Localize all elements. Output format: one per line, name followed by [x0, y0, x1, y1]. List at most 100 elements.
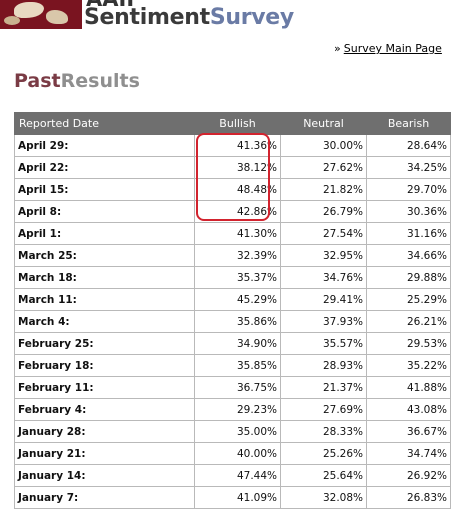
- logo-shape: [46, 10, 68, 24]
- neutral-cell: 27.62%: [280, 156, 367, 179]
- neutral-cell: 21.82%: [280, 178, 367, 201]
- neutral-cell: 28.93%: [280, 354, 367, 377]
- table-row: March 11: 45.29% 29.41% 25.29%: [14, 288, 451, 311]
- page-title: PastResults: [14, 70, 140, 92]
- column-header-neutral: Neutral: [280, 112, 367, 135]
- bearish-cell: 35.22%: [366, 354, 451, 377]
- table-row: February 25: 34.90% 35.57% 29.53%: [14, 332, 451, 355]
- neutral-cell: 21.37%: [280, 376, 367, 399]
- date-cell: March 4:: [14, 310, 195, 333]
- date-cell: February 4:: [14, 398, 195, 421]
- table-header-row: Reported Date Bullish Neutral Bearish: [14, 112, 451, 135]
- table-row: March 4: 35.86% 37.93% 26.21%: [14, 310, 451, 333]
- bearish-cell: 43.08%: [366, 398, 451, 421]
- bullish-cell: 35.85%: [194, 354, 281, 377]
- neutral-cell: 34.76%: [280, 266, 367, 289]
- bearish-cell: 28.64%: [366, 134, 451, 157]
- table-row: April 22: 38.12% 27.62% 34.25%: [14, 156, 451, 179]
- bullish-cell: 47.44%: [194, 464, 281, 487]
- bullish-cell: 35.00%: [194, 420, 281, 443]
- brand-title: SentimentSurvey: [84, 6, 294, 30]
- page-title-part2: Results: [60, 70, 140, 92]
- date-cell: March 25:: [14, 244, 195, 267]
- bearish-cell: 34.74%: [366, 442, 451, 465]
- bearish-cell: 26.21%: [366, 310, 451, 333]
- neutral-cell: 32.08%: [280, 486, 367, 509]
- date-cell: February 18:: [14, 354, 195, 377]
- double-chevron-right-icon: »: [334, 42, 341, 55]
- table-row: February 11: 36.75% 21.37% 41.88%: [14, 376, 451, 399]
- table-row: January 14: 47.44% 25.64% 26.92%: [14, 464, 451, 487]
- date-cell: January 21:: [14, 442, 195, 465]
- date-cell: February 25:: [14, 332, 195, 355]
- bearish-cell: 29.88%: [366, 266, 451, 289]
- bearish-cell: 36.67%: [366, 420, 451, 443]
- neutral-cell: 32.95%: [280, 244, 367, 267]
- bullish-cell: 36.75%: [194, 376, 281, 399]
- logo-shape: [14, 2, 44, 18]
- neutral-cell: 28.33%: [280, 420, 367, 443]
- date-cell: April 29:: [14, 134, 195, 157]
- bullish-cell: 35.37%: [194, 266, 281, 289]
- bullish-cell: 48.48%: [194, 178, 281, 201]
- table-row: April 29: 41.36% 30.00% 28.64%: [14, 134, 451, 157]
- bearish-cell: 29.70%: [366, 178, 451, 201]
- table-row: March 18: 35.37% 34.76% 29.88%: [14, 266, 451, 289]
- bullish-cell: 38.12%: [194, 156, 281, 179]
- date-cell: January 14:: [14, 464, 195, 487]
- bearish-cell: 30.36%: [366, 200, 451, 223]
- bullish-cell: 40.00%: [194, 442, 281, 465]
- neutral-cell: 30.00%: [280, 134, 367, 157]
- bullish-cell: 41.09%: [194, 486, 281, 509]
- neutral-cell: 25.26%: [280, 442, 367, 465]
- neutral-cell: 29.41%: [280, 288, 367, 311]
- page-title-part1: Past: [14, 70, 61, 92]
- date-cell: April 15:: [14, 178, 195, 201]
- bullish-cell: 45.29%: [194, 288, 281, 311]
- bullish-cell: 42.86%: [194, 200, 281, 223]
- table-row: February 4: 29.23% 27.69% 43.08%: [14, 398, 451, 421]
- bullish-cell: 34.90%: [194, 332, 281, 355]
- table-row: March 25: 32.39% 32.95% 34.66%: [14, 244, 451, 267]
- table-row: April 15: 48.48% 21.82% 29.70%: [14, 178, 451, 201]
- table-row: January 28: 35.00% 28.33% 36.67%: [14, 420, 451, 443]
- brand-top-text: AAII: [86, 0, 134, 10]
- brand-title-part1: Sentiment: [84, 5, 210, 30]
- bullish-cell: 32.39%: [194, 244, 281, 267]
- survey-main-page-label[interactable]: Survey Main Page: [343, 42, 442, 55]
- bearish-cell: 26.83%: [366, 486, 451, 509]
- neutral-cell: 27.69%: [280, 398, 367, 421]
- survey-main-page-link[interactable]: » Survey Main Page: [334, 42, 442, 55]
- bearish-cell: 34.25%: [366, 156, 451, 179]
- brand-title-part2: Survey: [209, 5, 294, 30]
- date-cell: April 22:: [14, 156, 195, 179]
- table-row: April 1: 41.30% 27.54% 31.16%: [14, 222, 451, 245]
- column-header-date: Reported Date: [14, 112, 195, 135]
- bearish-cell: 41.88%: [366, 376, 451, 399]
- neutral-cell: 25.64%: [280, 464, 367, 487]
- bearish-cell: 25.29%: [366, 288, 451, 311]
- results-table: Reported Date Bullish Neutral Bearish Ap…: [14, 112, 451, 509]
- column-header-bullish: Bullish: [194, 112, 281, 135]
- date-cell: January 28:: [14, 420, 195, 443]
- bearish-cell: 26.92%: [366, 464, 451, 487]
- table-row: January 7: 41.09% 32.08% 26.83%: [14, 486, 451, 509]
- bullish-cell: 35.86%: [194, 310, 281, 333]
- logo-shape: [4, 16, 20, 25]
- date-cell: April 1:: [14, 222, 195, 245]
- neutral-cell: 26.79%: [280, 200, 367, 223]
- bearish-cell: 29.53%: [366, 332, 451, 355]
- neutral-cell: 37.93%: [280, 310, 367, 333]
- bearish-cell: 34.66%: [366, 244, 451, 267]
- bullish-cell: 41.30%: [194, 222, 281, 245]
- date-cell: April 8:: [14, 200, 195, 223]
- neutral-cell: 35.57%: [280, 332, 367, 355]
- bullish-cell: 29.23%: [194, 398, 281, 421]
- bullish-cell: 41.36%: [194, 134, 281, 157]
- table-row: April 8: 42.86% 26.79% 30.36%: [14, 200, 451, 223]
- date-cell: January 7:: [14, 486, 195, 509]
- table-row: January 21: 40.00% 25.26% 34.74%: [14, 442, 451, 465]
- bearish-cell: 31.16%: [366, 222, 451, 245]
- neutral-cell: 27.54%: [280, 222, 367, 245]
- table-row: February 18: 35.85% 28.93% 35.22%: [14, 354, 451, 377]
